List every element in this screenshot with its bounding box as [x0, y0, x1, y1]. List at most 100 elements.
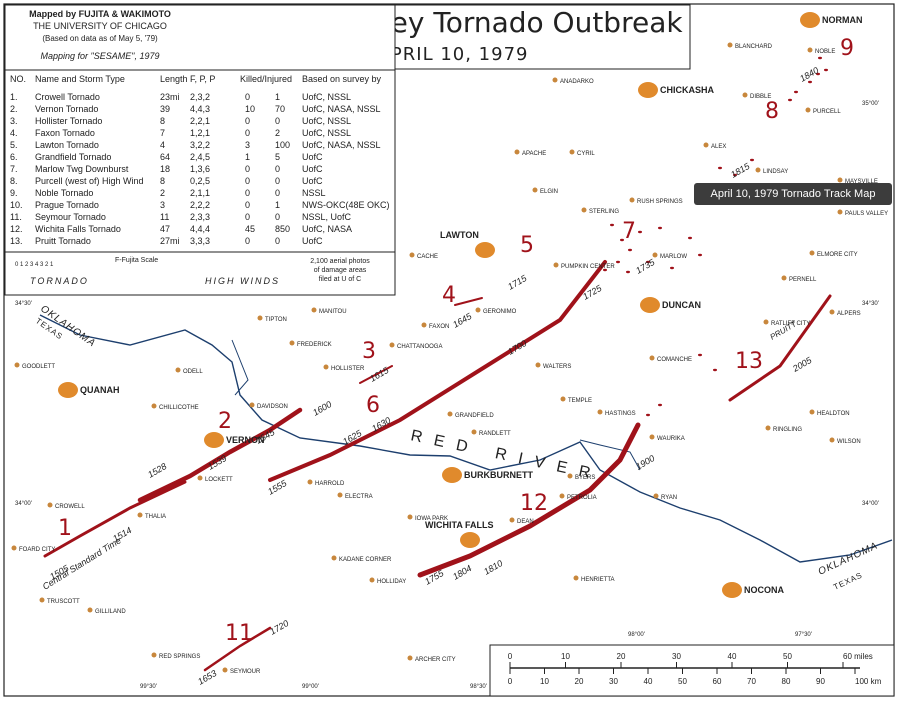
wind-mark	[698, 353, 702, 357]
track-number: 8	[765, 99, 779, 124]
red-river	[39, 314, 893, 563]
table-cell: 4	[160, 140, 165, 150]
city-label: ODELL	[183, 369, 203, 375]
table-cell: 10	[245, 104, 255, 114]
track	[43, 480, 187, 558]
wind-mark	[816, 72, 820, 76]
table-cell: 2,3,3	[190, 212, 210, 222]
coordinate: 98°00'	[628, 632, 645, 638]
table-header: F, P, P	[190, 74, 215, 84]
city-dot	[829, 437, 835, 443]
wind-mark	[610, 223, 614, 227]
coordinate: 99°30'	[140, 684, 157, 690]
city-dot	[567, 473, 573, 479]
coordinate: 97°30'	[795, 632, 812, 638]
city-label: HOLLIDAY	[377, 579, 406, 585]
city-dot	[742, 92, 748, 98]
city-dot	[39, 597, 45, 603]
city-dot	[137, 512, 143, 518]
track-number: 7	[622, 219, 636, 244]
table-header: Based on survey by	[302, 74, 382, 84]
wind-mark	[733, 173, 737, 177]
tributary	[231, 339, 249, 396]
city-dot	[14, 362, 20, 368]
city-label: RINGLING	[773, 427, 802, 433]
table-cell: Grandfield Tornado	[35, 152, 111, 162]
wind-mark	[658, 403, 662, 407]
table-cell: UofC, NSSL	[302, 128, 351, 138]
track-number: 13	[735, 349, 763, 374]
table-header: Killed/Injured	[240, 74, 292, 84]
city-label: FREDERICK	[297, 342, 332, 348]
table-cell: Lawton Tornado	[35, 140, 99, 150]
table-cell: 11	[160, 212, 169, 222]
table-cell: Purcell (west of) High Wind	[35, 176, 144, 186]
table-cell: Noble Tornado	[35, 188, 93, 198]
city-label: QUANAH	[80, 385, 120, 395]
city-dot	[597, 409, 603, 415]
scale-label: 30	[672, 652, 681, 661]
city-label: HOLLISTER	[331, 366, 365, 372]
table-cell: 2,4,5	[190, 152, 210, 162]
table-cell: UofC, NSSL	[302, 116, 351, 126]
tributary	[579, 439, 641, 471]
table-cell: 7.	[10, 164, 18, 174]
wind-mark	[628, 248, 632, 252]
city-area	[722, 582, 742, 598]
city-area	[204, 432, 224, 448]
city-label: GRANDFIELD	[455, 413, 494, 419]
wind-mark	[620, 238, 624, 242]
table-cell: UofC, NASA, NSSL	[302, 140, 381, 150]
city-label: HARROLD	[315, 481, 345, 487]
table-cell: 4.	[10, 128, 18, 138]
table-cell: 7	[160, 128, 165, 138]
scale-label: 50	[678, 677, 687, 686]
track	[203, 626, 272, 672]
track-number: 12	[520, 491, 548, 516]
city-dot	[807, 47, 813, 53]
table-header: NO.	[10, 74, 26, 84]
table-cell: Hollister Tornado	[35, 116, 102, 126]
table-cell: Wichita Falls Tornado	[35, 224, 121, 234]
city-label: WAURIKA	[657, 436, 685, 442]
table-cell: 0,2,5	[190, 176, 210, 186]
city-dot	[809, 250, 815, 256]
table-cell: 6.	[10, 152, 18, 162]
table-cell: 8	[160, 176, 165, 186]
city-label: PETROLIA	[567, 495, 597, 501]
photos-note: of damage areas	[314, 267, 367, 274]
city-label: THALIA	[145, 514, 166, 520]
subtitle: of APRIL 10, 1979	[352, 44, 529, 65]
city-dot	[11, 545, 17, 551]
wind-mark	[603, 268, 607, 272]
wind-mark	[824, 68, 828, 72]
scale-label: 60	[713, 677, 722, 686]
table-cell: 100	[275, 140, 290, 150]
city-dot	[175, 367, 181, 373]
legend-tornado: TORNADO	[30, 276, 89, 286]
city-dot	[573, 575, 579, 581]
table-cell: 0	[245, 128, 250, 138]
city-label: DUNCAN	[662, 300, 701, 310]
city-dot	[421, 322, 427, 328]
city-label: FAXON	[429, 324, 449, 330]
coordinate: 35°00'	[862, 101, 879, 107]
city-dot	[257, 315, 263, 321]
city-label: CROWELL	[55, 504, 85, 510]
city-dot	[471, 429, 477, 435]
table-cell: UofC	[302, 152, 323, 162]
table-header: Name and Storm Type	[35, 74, 125, 84]
table-cell: 8	[160, 116, 165, 126]
city-label: PURCELL	[813, 109, 841, 115]
table-cell: 1.	[10, 92, 18, 102]
city-label: DAVIDSON	[257, 404, 288, 410]
city-label: ALPERS	[837, 311, 861, 317]
city-label: NOCONA	[744, 585, 784, 595]
track-number: 3	[362, 339, 376, 364]
track-number: 9	[840, 36, 854, 61]
table-cell: NWS-OKC(48E OKC)	[302, 200, 390, 210]
city-dot	[331, 555, 337, 561]
city-label: NOBLE	[815, 49, 835, 55]
table-cell: 5.	[10, 140, 18, 150]
